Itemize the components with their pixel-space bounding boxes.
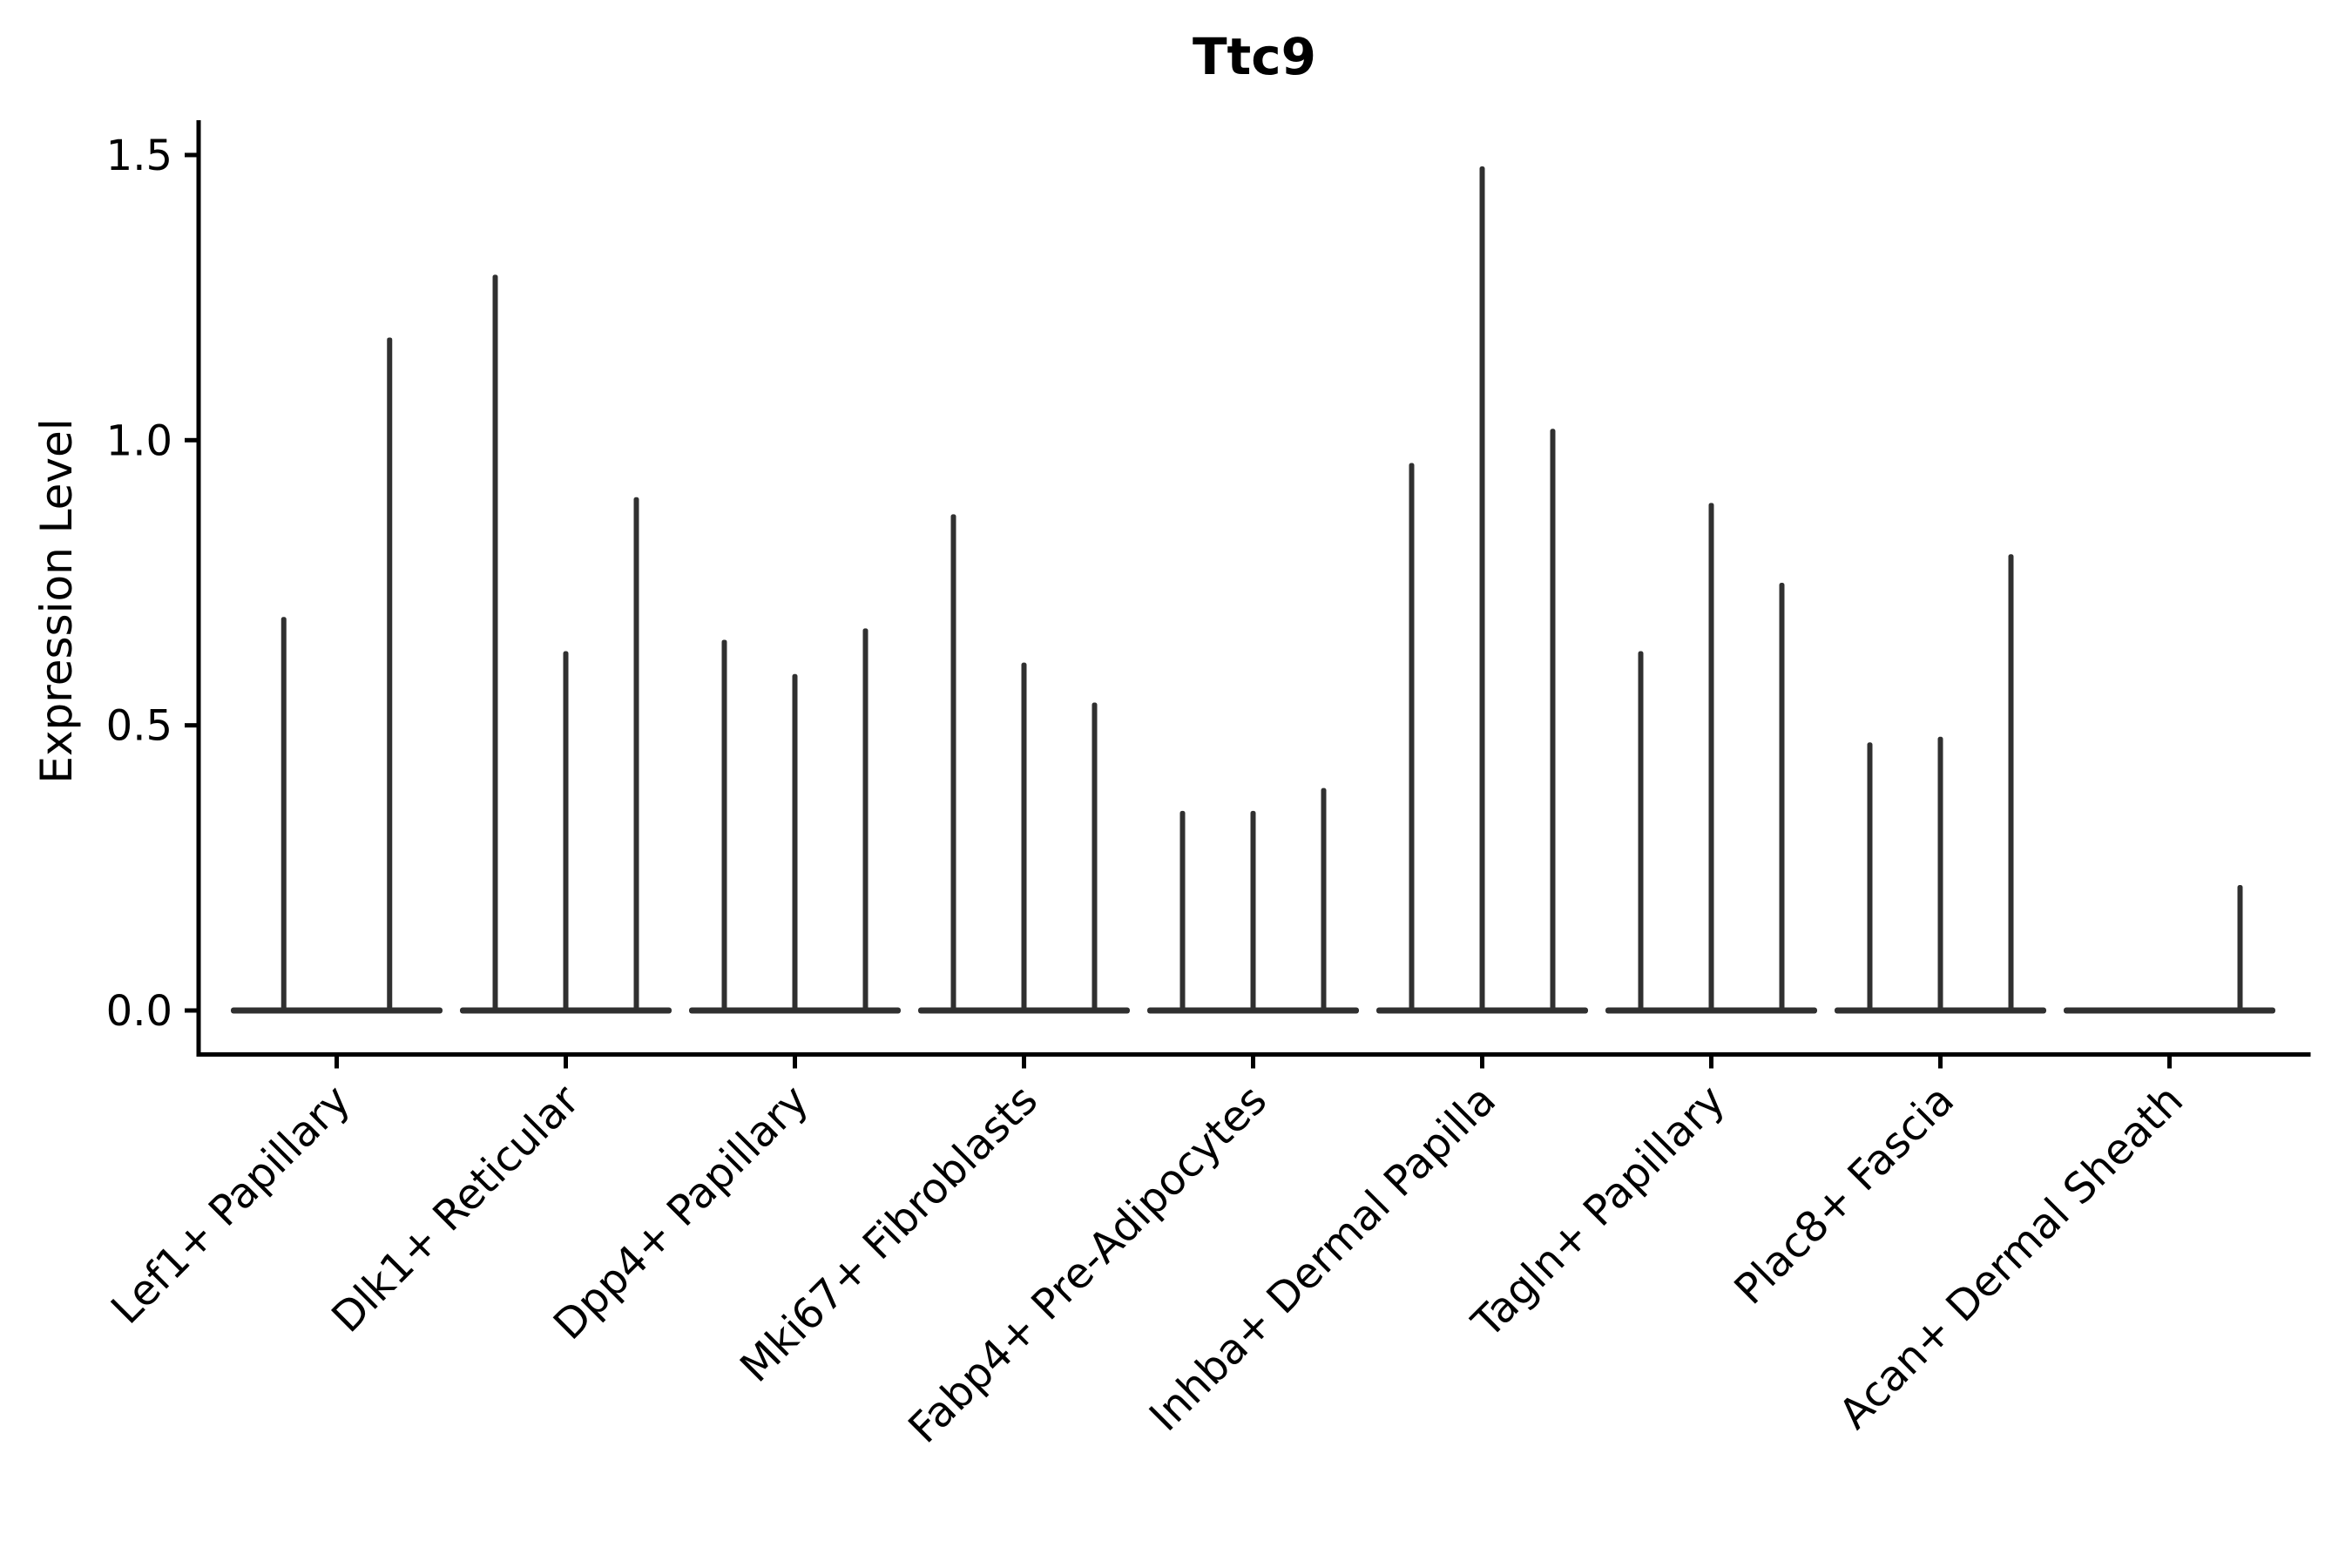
x-tick-mark bbox=[1251, 1054, 1255, 1069]
violin-spike bbox=[1937, 736, 1943, 1013]
y-tick-mark bbox=[185, 152, 199, 158]
x-category-label: Dpp4+ Papillary bbox=[544, 1076, 818, 1349]
violin-spike bbox=[1409, 463, 1415, 1013]
violin-spike bbox=[1708, 503, 1714, 1013]
y-tick-mark bbox=[185, 437, 199, 443]
violin-spike bbox=[862, 628, 868, 1013]
x-tick-mark bbox=[2167, 1054, 2172, 1069]
violin-baseline bbox=[231, 1007, 443, 1014]
x-tick-mark bbox=[1938, 1054, 1943, 1069]
violin-group bbox=[1376, 166, 1588, 1014]
x-tick-mark bbox=[1022, 1054, 1026, 1069]
violin-spike bbox=[2008, 554, 2014, 1013]
x-tick-mark bbox=[793, 1054, 797, 1069]
violin-group bbox=[689, 628, 901, 1014]
violin-spike bbox=[1550, 429, 1556, 1013]
y-tick-label: 1.5 bbox=[106, 132, 172, 180]
x-category-label: Plac8+ Fascia bbox=[1725, 1076, 1963, 1315]
y-axis-spine bbox=[196, 120, 201, 1057]
violins-layer bbox=[231, 166, 2275, 1014]
y-tick-label: 1.0 bbox=[106, 416, 172, 465]
violin-spike bbox=[1092, 702, 1098, 1013]
violin-spike bbox=[792, 673, 798, 1013]
violin-spike bbox=[1867, 742, 1873, 1013]
plot-title: Ttc9 bbox=[1193, 27, 1316, 86]
x-category-label: Dlk1+ Reticular bbox=[322, 1076, 589, 1342]
violin-spike bbox=[387, 337, 393, 1014]
violin-spike bbox=[280, 617, 287, 1013]
y-axis-ticks: 0.0 0.5 1.0 1.5 bbox=[106, 132, 199, 1036]
violin-spike bbox=[1250, 810, 1256, 1013]
x-tick-mark bbox=[1480, 1054, 1484, 1069]
violin-group bbox=[231, 337, 443, 1014]
violin-spike bbox=[1779, 582, 1785, 1013]
violin-spike bbox=[1021, 662, 1027, 1013]
y-tick-label: 0.0 bbox=[106, 987, 172, 1036]
violin-group bbox=[2064, 884, 2275, 1014]
violin-spike bbox=[633, 497, 639, 1013]
y-tick-mark bbox=[185, 1008, 199, 1013]
x-category-label: Tagln+ Papillary bbox=[1463, 1076, 1734, 1348]
x-tick-mark bbox=[335, 1054, 339, 1069]
violin-spike bbox=[2237, 884, 2243, 1013]
violin-baseline bbox=[2064, 1007, 2275, 1014]
violin-group bbox=[1605, 503, 1817, 1014]
violin-spike bbox=[1638, 651, 1644, 1013]
y-tick-mark bbox=[185, 723, 199, 728]
violin-group bbox=[460, 274, 672, 1014]
violin-group bbox=[1147, 787, 1359, 1014]
y-axis-label: Expression Level bbox=[31, 418, 82, 783]
violin-spike bbox=[721, 639, 727, 1013]
violin-group bbox=[1835, 554, 2046, 1014]
x-tick-mark bbox=[1709, 1054, 1713, 1069]
violin-spike bbox=[1179, 810, 1186, 1013]
x-category-label: Lef1+ Papillary bbox=[102, 1076, 360, 1334]
violin-spike bbox=[492, 274, 498, 1013]
y-tick-label: 0.5 bbox=[106, 702, 172, 751]
violin-spike bbox=[950, 514, 956, 1013]
x-tick-mark bbox=[564, 1054, 568, 1069]
violin-spike bbox=[1479, 166, 1485, 1013]
violin-group bbox=[918, 514, 1130, 1014]
violin-spike bbox=[1321, 787, 1327, 1013]
violin-spike bbox=[563, 651, 569, 1013]
